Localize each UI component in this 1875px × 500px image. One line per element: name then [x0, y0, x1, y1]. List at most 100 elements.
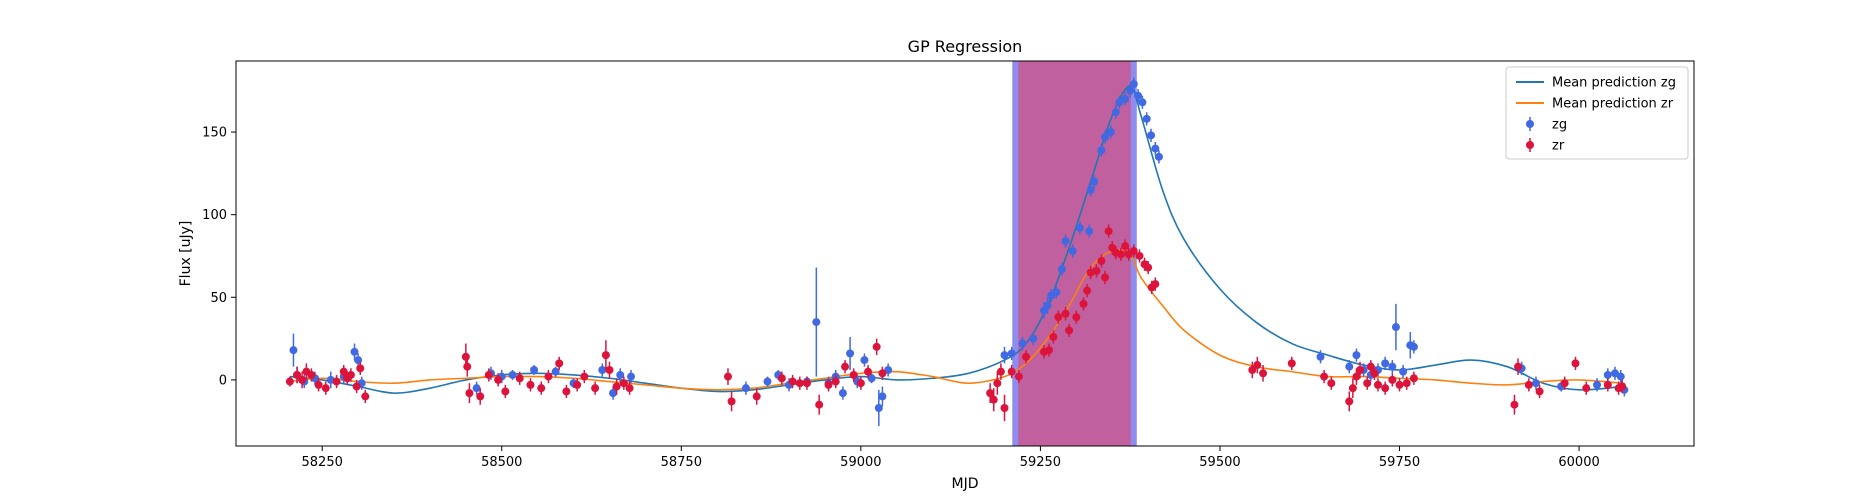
y-axis-label: Flux [uJy] — [178, 221, 194, 287]
y-tick-label: 100 — [202, 208, 227, 223]
data-point-zr — [1083, 286, 1092, 295]
legend-label: zg — [1552, 118, 1567, 133]
data-point-zr — [1618, 382, 1627, 391]
data-point-zr — [1514, 362, 1523, 371]
data-point-zr — [1571, 359, 1580, 368]
chart-title: GP Regression — [908, 37, 1023, 56]
data-point-zg — [551, 367, 560, 376]
x-axis: 58250 58500 58750 59000 59250 59500 59750 60000 — [302, 446, 1600, 470]
data-point-zr — [864, 367, 873, 376]
data-point-zr — [1129, 247, 1138, 256]
data-point-zg — [1134, 91, 1143, 100]
data-point-zr — [849, 370, 858, 379]
data-point-zr — [1014, 372, 1023, 381]
data-point-zg — [609, 389, 618, 398]
data-point-zr — [1381, 384, 1390, 393]
data-point-zr — [788, 377, 797, 386]
data-point-zr — [1370, 369, 1379, 378]
y-tick-label: 0 — [219, 373, 227, 388]
plot-area-frame — [235, 60, 1695, 447]
x-tick-label: 59500 — [1199, 455, 1240, 470]
data-point-zr — [1348, 384, 1357, 393]
data-point-zr — [996, 367, 1005, 376]
data-point-zr — [501, 387, 510, 396]
data-point-zr — [824, 380, 833, 389]
x-tick-label: 58250 — [302, 455, 343, 470]
data-point-zr — [321, 384, 330, 393]
data-point-zg — [1399, 367, 1408, 376]
data-point-zr — [1248, 365, 1257, 374]
data-point-zr — [1363, 379, 1372, 388]
y-axis: 0 50 100 150 — [202, 126, 236, 388]
data-point-zg — [1345, 362, 1354, 371]
data-point-zg — [1126, 86, 1135, 95]
data-point-zg — [1097, 146, 1106, 155]
data-point-zg — [1138, 98, 1147, 107]
data-point-zr — [1373, 380, 1382, 389]
data-point-zr — [878, 369, 887, 378]
x-tick-label: 58500 — [481, 455, 522, 470]
data-point-zr — [465, 389, 474, 398]
data-point-zr — [1582, 384, 1591, 393]
data-point-zr — [777, 374, 786, 383]
data-point-zr — [612, 382, 621, 391]
data-point-zr — [1253, 361, 1262, 370]
data-point-zr — [1045, 346, 1054, 355]
data-point-zr — [1356, 365, 1365, 374]
data-point-zg — [1086, 185, 1095, 194]
data-point-zr — [1022, 352, 1031, 361]
data-point-zg — [1616, 372, 1625, 381]
data-point-zr — [314, 380, 323, 389]
data-point-zg — [598, 365, 607, 374]
legend-label: Mean prediction zr — [1552, 97, 1674, 112]
data-point-zr — [1104, 227, 1113, 236]
data-point-zr — [605, 365, 614, 374]
x-tick-label: 59250 — [1020, 455, 1061, 470]
series-line-mean-zr — [289, 249, 1623, 391]
data-point-zr — [1061, 309, 1070, 318]
data-point-zr — [356, 364, 365, 373]
data-point-zg — [508, 370, 517, 379]
data-point-zg — [1142, 114, 1151, 123]
data-point-zr — [1144, 263, 1153, 272]
data-point-zr — [1007, 367, 1016, 376]
data-point-zr — [856, 379, 865, 388]
data-point-zr — [1079, 299, 1088, 308]
data-point-zr — [815, 400, 824, 409]
data-points — [285, 77, 1629, 427]
data-point-zr — [361, 392, 370, 401]
mean-prediction-lines — [289, 84, 1623, 394]
data-point-zg — [1075, 223, 1084, 232]
data-point-zr — [1065, 326, 1074, 335]
legend: Mean prediction zg Mean prediction zr zg zr — [1505, 66, 1689, 160]
data-point-zg — [616, 370, 625, 379]
data-point-zg — [1061, 237, 1070, 246]
data-point-zr — [1049, 332, 1058, 341]
data-point-zr — [484, 370, 493, 379]
data-point-zg — [289, 346, 298, 355]
data-point-zr — [723, 372, 732, 381]
data-point-zg — [763, 377, 772, 386]
data-point-zg — [874, 403, 883, 412]
data-point-zg — [860, 356, 869, 365]
y-tick-label: 150 — [202, 126, 227, 141]
data-point-zg — [1593, 380, 1602, 389]
data-point-zg — [1068, 247, 1077, 256]
data-point-zg — [472, 384, 481, 393]
data-point-zg — [1352, 351, 1361, 360]
series-line-mean-zg — [289, 84, 1623, 394]
data-point-zr — [1259, 369, 1268, 378]
data-point-zr — [1510, 400, 1519, 409]
data-point-zr — [1121, 242, 1130, 251]
x-tick-label: 60000 — [1558, 455, 1599, 470]
legend-label: zr — [1552, 139, 1565, 154]
legend-entry: Mean prediction zg — [1516, 76, 1676, 91]
data-point-zr — [1345, 397, 1354, 406]
data-point-zg — [1018, 339, 1027, 348]
data-point-zg — [1106, 128, 1115, 137]
data-point-zg — [1111, 108, 1120, 117]
x-tick-label: 59000 — [840, 455, 881, 470]
data-point-zr — [986, 389, 995, 398]
data-point-zr — [1072, 313, 1081, 322]
data-point-zg — [1409, 342, 1418, 351]
